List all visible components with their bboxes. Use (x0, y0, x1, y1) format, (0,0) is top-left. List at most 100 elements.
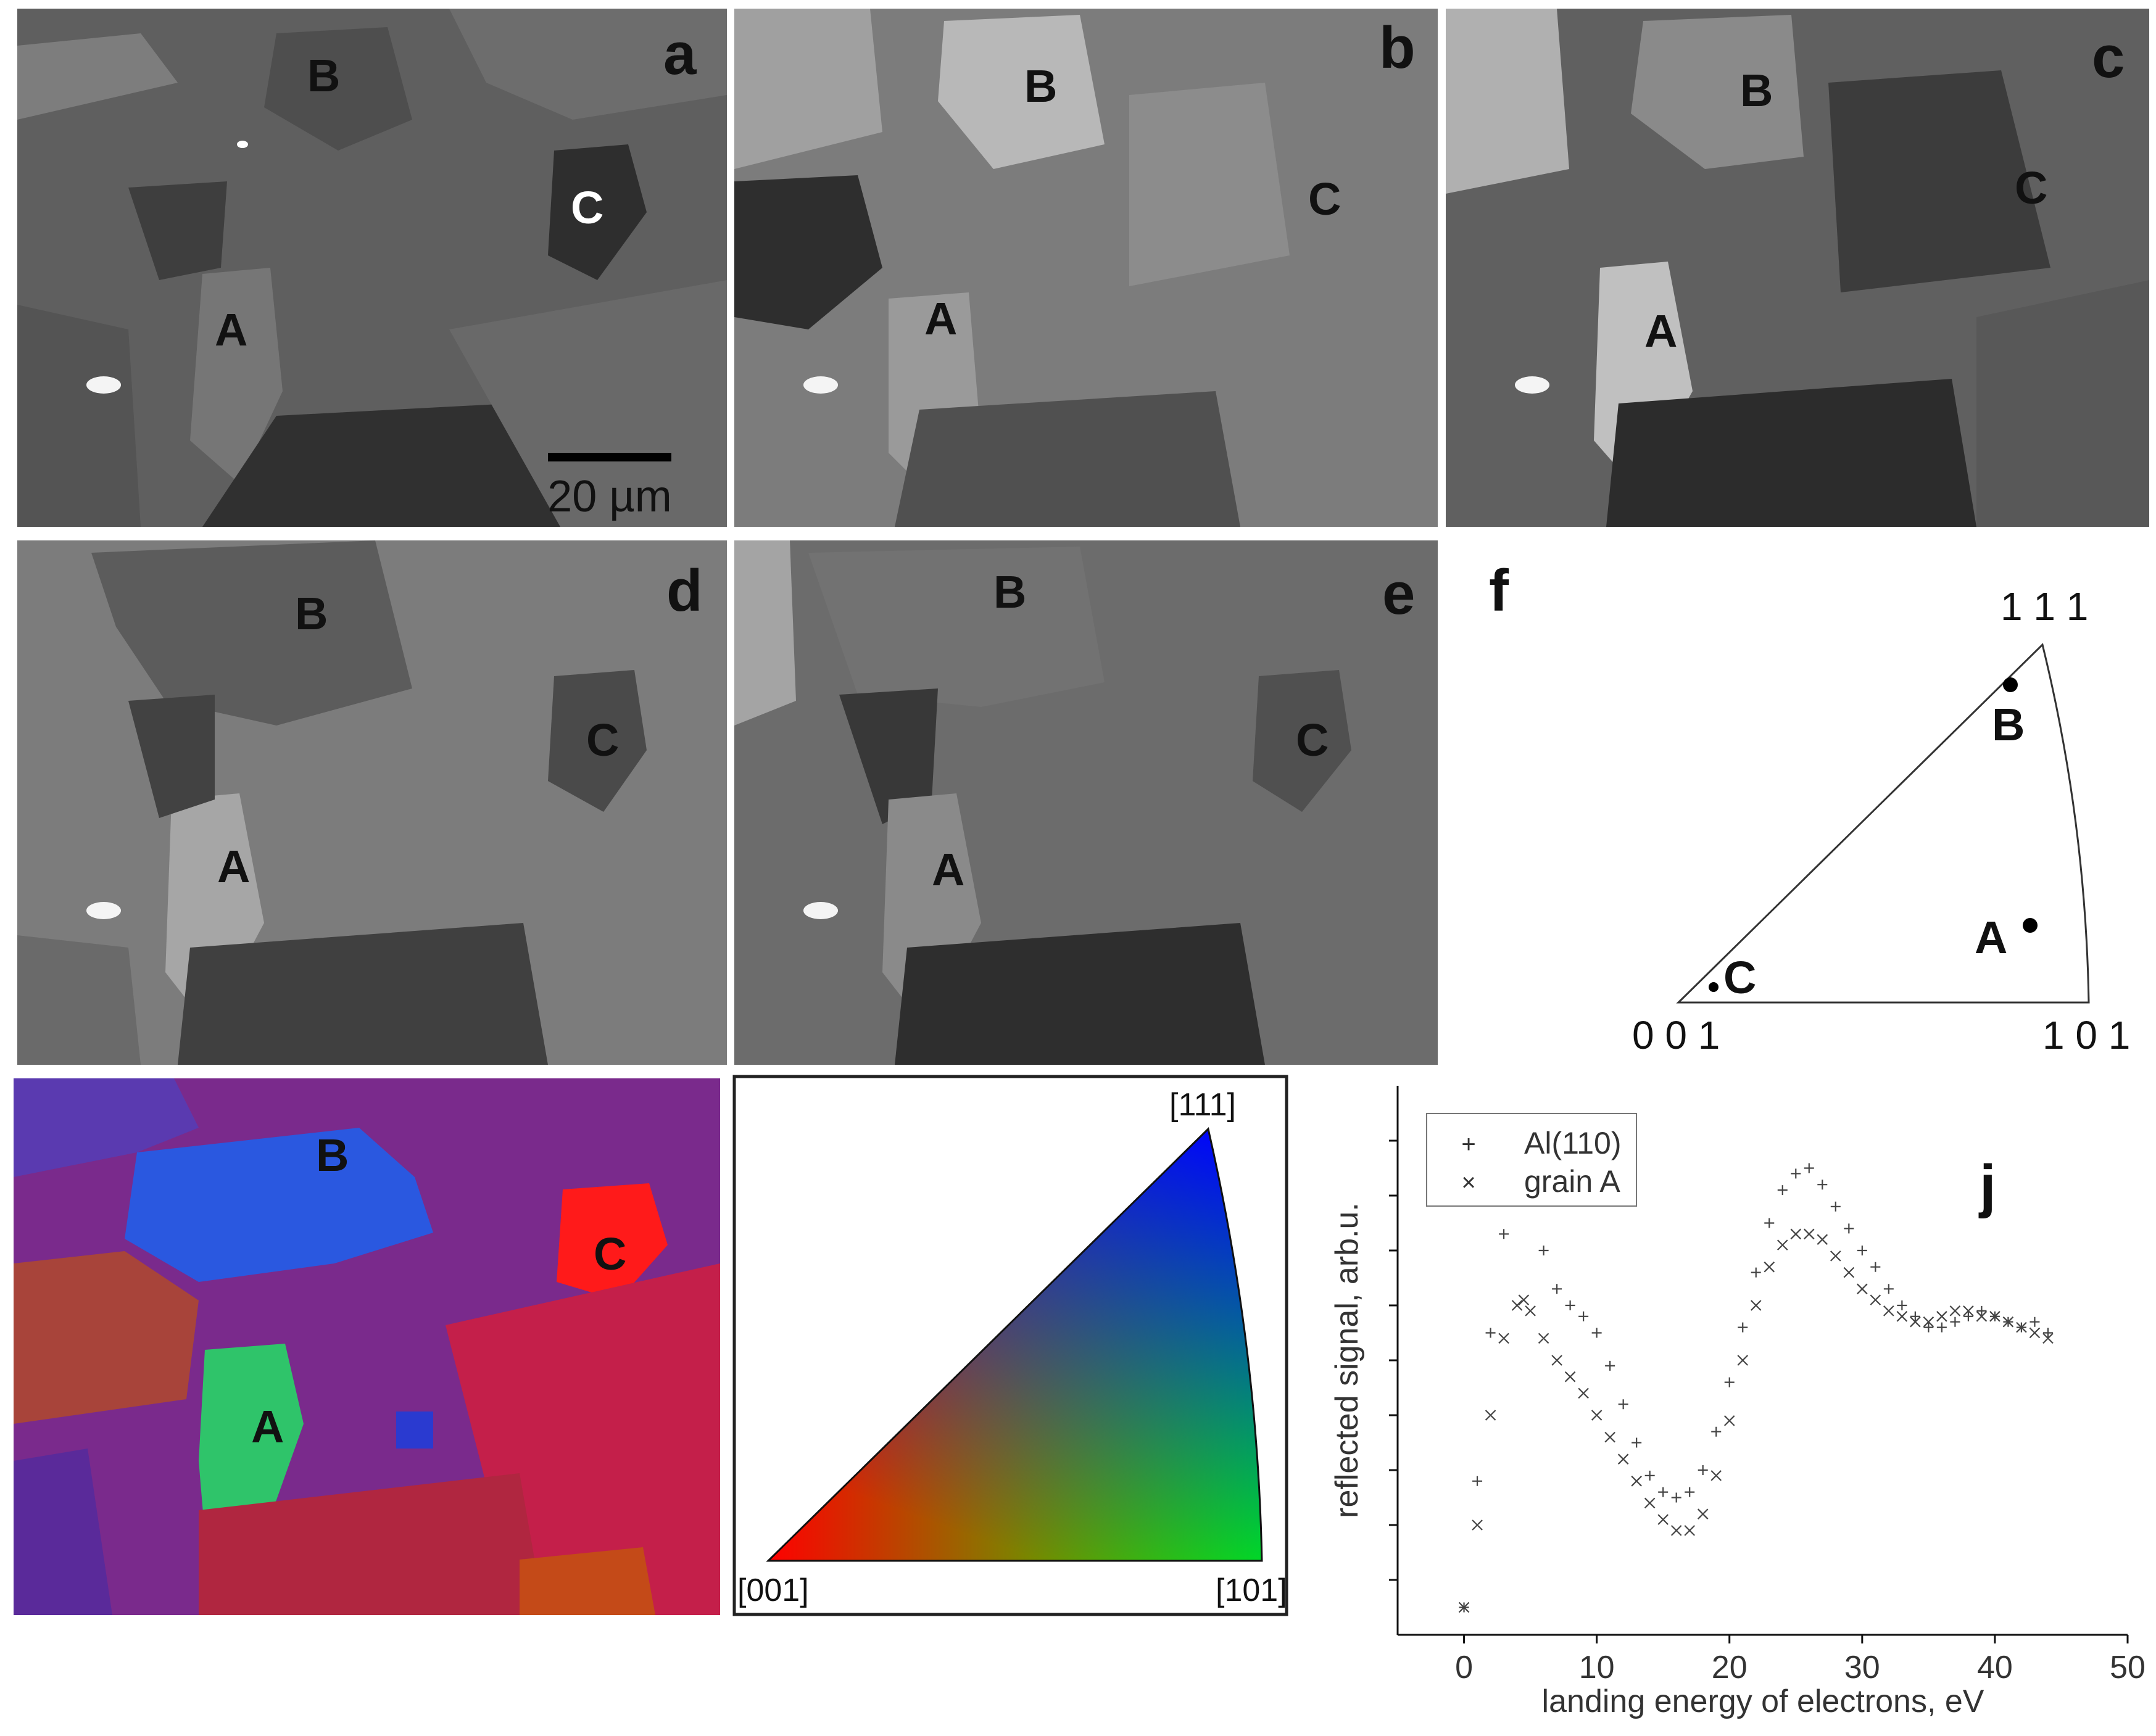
sem-panel-b (734, 9, 1438, 527)
data-point (1897, 1300, 1907, 1310)
grain-C-map (557, 1183, 668, 1300)
data-point (1697, 1508, 1709, 1519)
grain-C-region (548, 144, 647, 280)
data-point (1843, 1267, 1855, 1278)
data-point (1538, 1246, 1549, 1255)
data-point (1936, 1322, 1947, 1333)
data-point (1790, 1228, 1802, 1240)
grain-label-A: A (1644, 305, 1677, 357)
data-point (1963, 1311, 1973, 1321)
grain-B-map (125, 1128, 433, 1282)
x-tick-label: 20 (1712, 1650, 1748, 1685)
grain-label-C: C (1308, 173, 1341, 225)
data-point (1618, 1399, 1628, 1410)
data-point (1498, 1333, 1509, 1344)
data-point (1883, 1305, 1894, 1316)
scale-bar (548, 453, 671, 461)
data-point (1564, 1371, 1576, 1383)
data-point (1910, 1311, 1920, 1321)
sem-panel-c (1446, 9, 2149, 527)
data-point (1830, 1250, 1841, 1262)
orientation-map-g: B C A (14, 1078, 720, 1615)
data-point (1458, 1602, 1470, 1613)
data-point (1499, 1229, 1509, 1239)
map-label-C: C (594, 1228, 626, 1279)
pole-101-label: 1 0 1 (2042, 1013, 2130, 1057)
data-point (1738, 1322, 1748, 1333)
data-point (1883, 1284, 1894, 1294)
data-point (1605, 1360, 1615, 1371)
sem-grain-labels: B C A B C A B C A B C A B C A (215, 50, 2047, 895)
data-point (1791, 1168, 1801, 1179)
data-point (1591, 1328, 1602, 1338)
legend-marker-x: × (1461, 1169, 1475, 1196)
x-tick-label: 30 (1844, 1650, 1880, 1685)
x-tick-label: 50 (2110, 1650, 2146, 1685)
panel-letter-c: c (2092, 24, 2125, 90)
data-point (1750, 1300, 1762, 1311)
data-point (1684, 1525, 1695, 1536)
sem-panel-d (17, 540, 727, 1065)
data-point (1723, 1415, 1735, 1426)
data-point (1538, 1333, 1549, 1344)
data-point (1777, 1185, 1788, 1196)
panel-letter-b: b (1379, 15, 1416, 81)
map-label-A: A (251, 1401, 284, 1452)
scale-bar-label: 20 µm (547, 472, 672, 521)
data-point (1617, 1453, 1629, 1465)
data-point (1631, 1476, 1642, 1487)
pole-label-B: B (1992, 699, 2025, 750)
pole-label-A: A (1975, 912, 2007, 963)
key-111-label: [111] (1169, 1087, 1236, 1123)
data-point (2042, 1328, 2053, 1338)
panel-letter-e: e (1382, 561, 1415, 627)
color-key-h: [111] [001] [101] (732, 1075, 1288, 1616)
x-tick-label: 10 (1579, 1650, 1615, 1685)
legend-label-grainA: grain A (1524, 1164, 1620, 1199)
x-ticks: 0 10 20 30 40 50 (1455, 1635, 2146, 1685)
stereographic-triangle (1676, 643, 2090, 1004)
data-point (1525, 1305, 1536, 1316)
panel-letter-j: j (1978, 1153, 1996, 1219)
grain-label-A: A (215, 304, 247, 355)
key-001-label: [001] (737, 1573, 809, 1608)
data-point (1604, 1431, 1615, 1443)
data-point (1671, 1492, 1681, 1503)
data-point (1511, 1300, 1523, 1311)
pole-A (2023, 918, 2038, 933)
grain-label-A: A (217, 841, 250, 892)
data-point (1910, 1316, 1921, 1328)
data-point (1950, 1316, 1960, 1327)
data-point (1485, 1410, 1496, 1421)
pole-001-label: 0 0 1 (1632, 1013, 1720, 1057)
grain-label-C: C (571, 182, 603, 233)
data-point (2029, 1327, 2041, 1339)
data-point (1764, 1218, 1775, 1228)
panel-letter-d: d (666, 558, 703, 624)
data-point (1578, 1387, 1589, 1399)
pole-111-label: 1 1 1 (2001, 584, 2088, 629)
data-point (1963, 1305, 1974, 1316)
series-al110 (1459, 1163, 2053, 1613)
data-point (1551, 1355, 1562, 1366)
data-point (1817, 1234, 1828, 1245)
series-group (1458, 1163, 2054, 1613)
pole-B (2003, 677, 2018, 692)
data-point (1552, 1284, 1562, 1294)
sem-panel-a: 20 µm (17, 9, 727, 527)
data-point (1685, 1487, 1695, 1497)
grain-A-map (199, 1344, 304, 1535)
data-point (1949, 1305, 1961, 1316)
data-point (1472, 1519, 1483, 1531)
grain-label-B: B (1740, 65, 1773, 116)
data-point (1658, 1487, 1669, 1497)
data-point (1698, 1465, 1708, 1475)
data-point (1657, 1514, 1669, 1525)
data-point (1737, 1355, 1749, 1366)
pole-figure-f: B A C 1 1 1 0 0 1 1 0 1 (1632, 584, 2130, 1057)
data-point (1830, 1201, 1841, 1212)
data-point (1591, 1410, 1602, 1421)
panel-letter-f: f (1489, 558, 1509, 624)
data-point (2042, 1333, 2054, 1344)
